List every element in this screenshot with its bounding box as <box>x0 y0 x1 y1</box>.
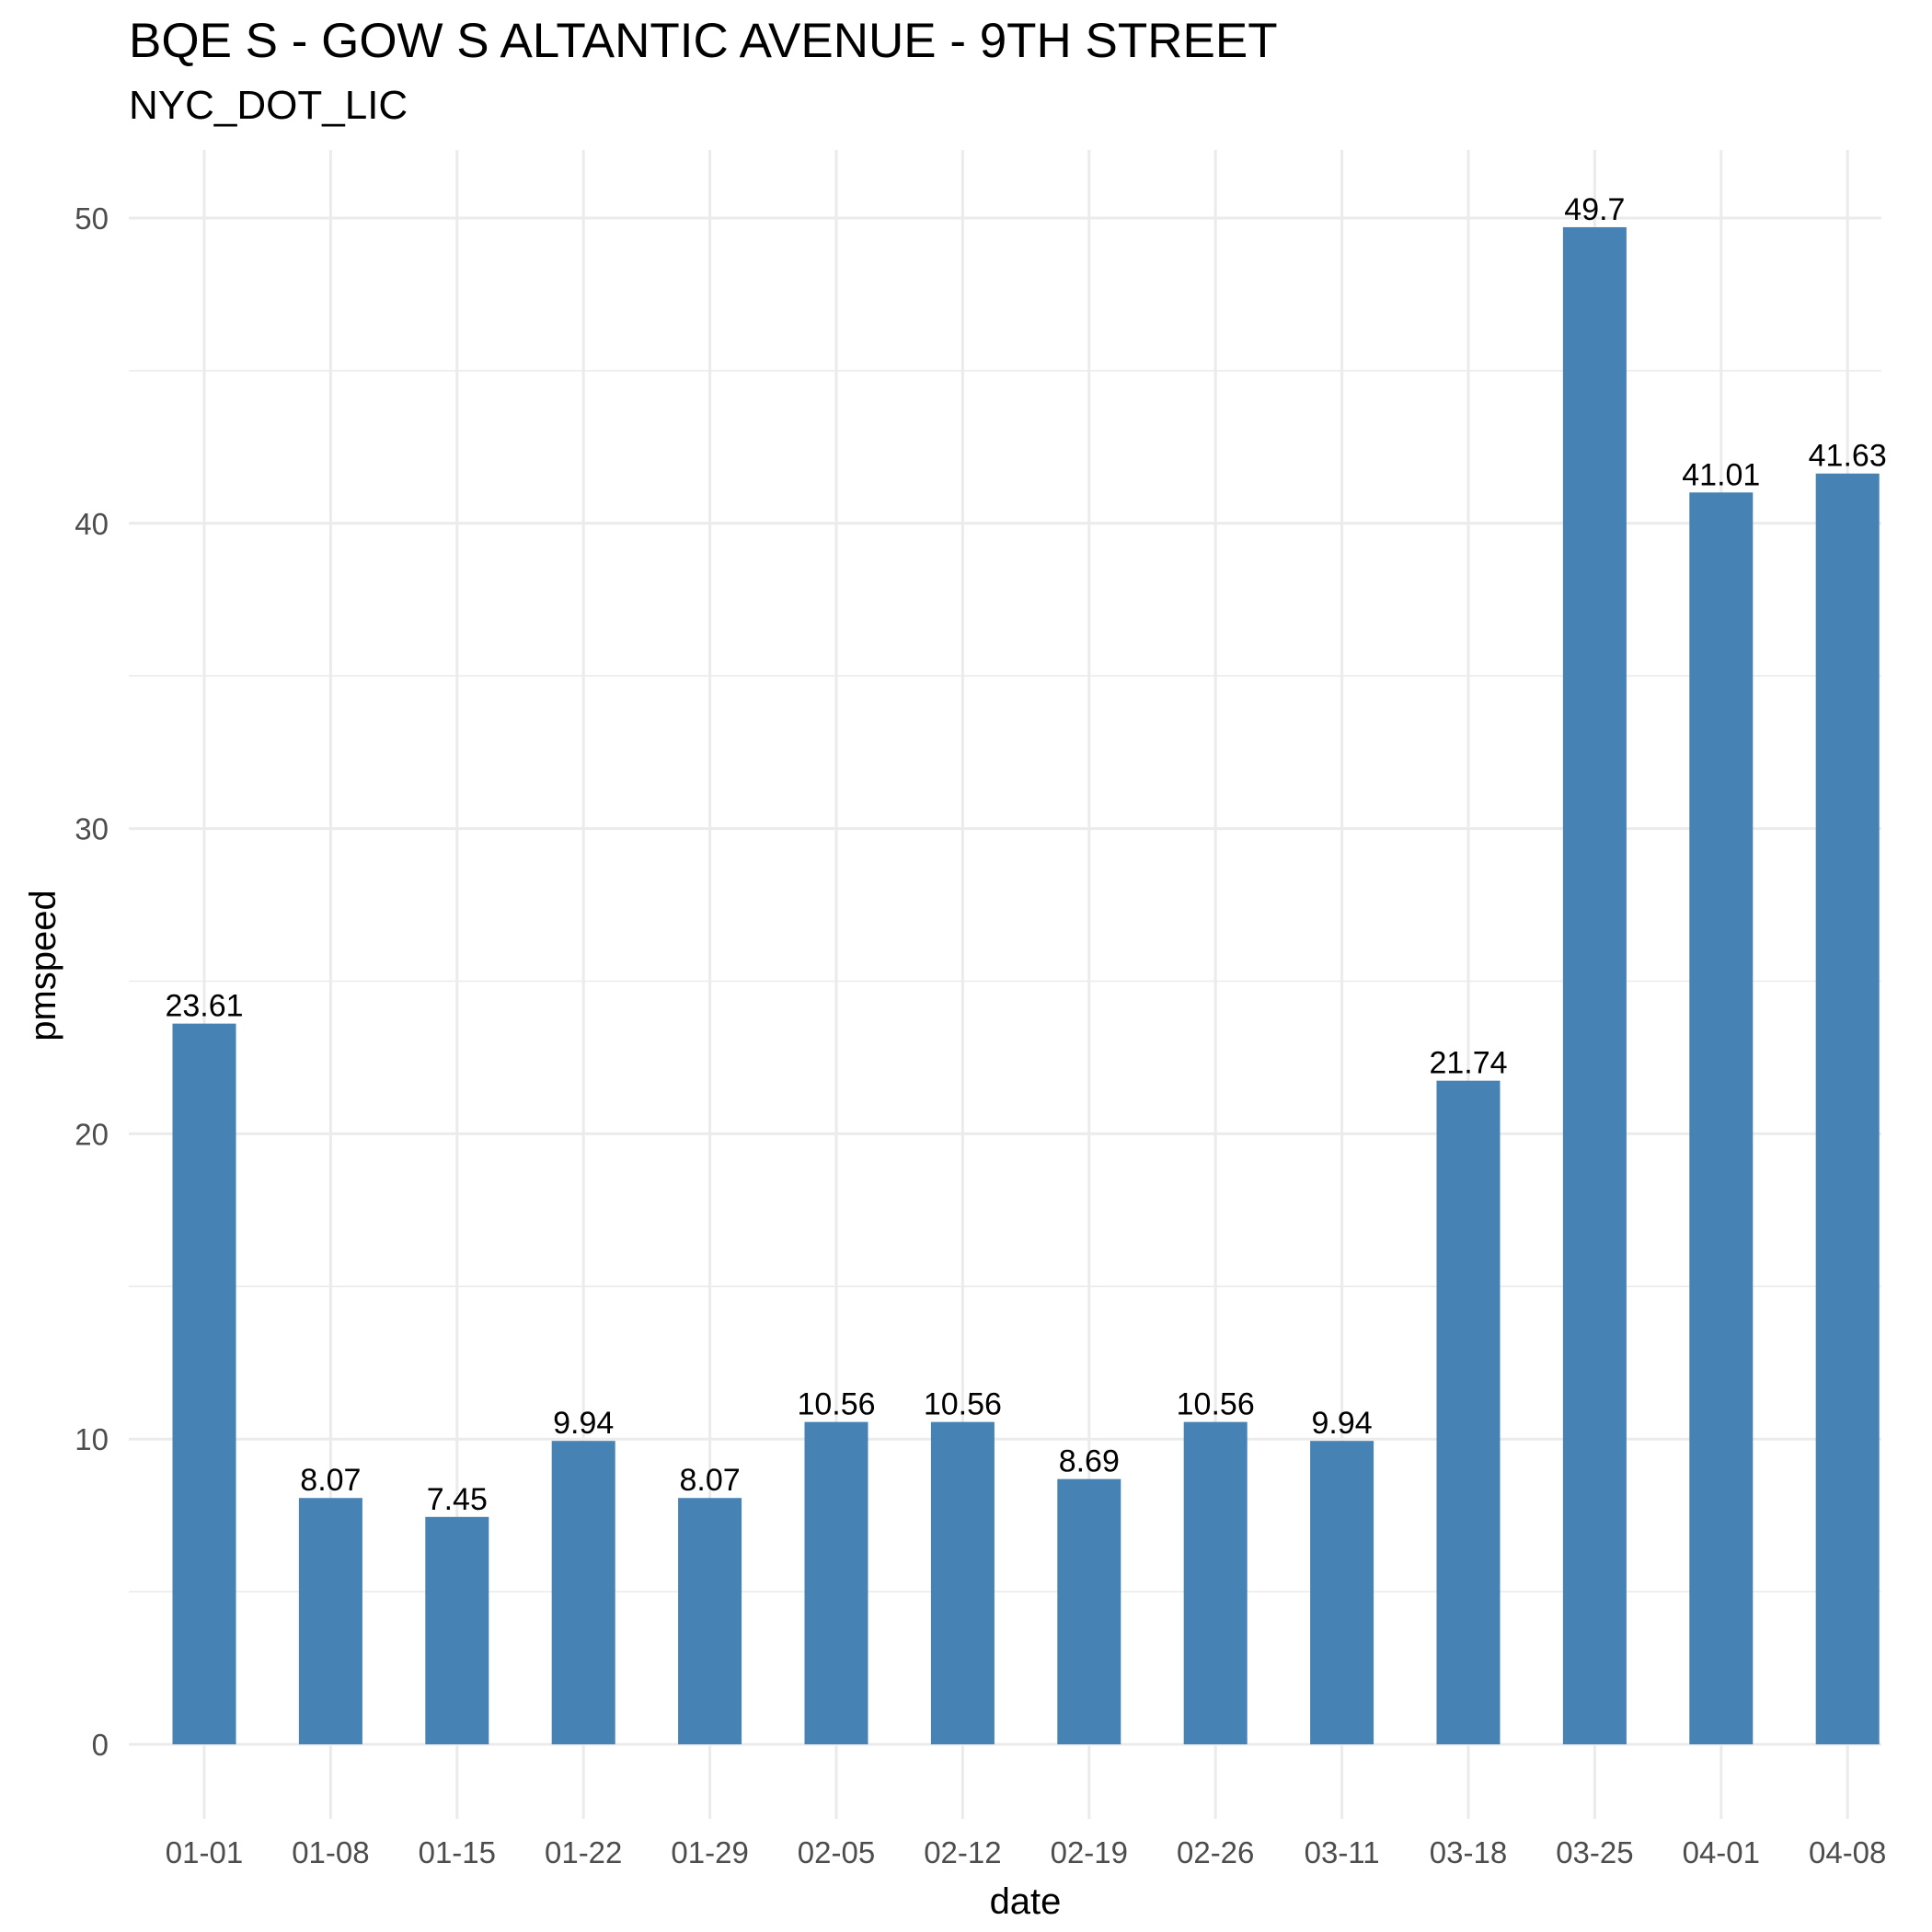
data-label: 41.63 <box>1809 439 1887 474</box>
x-tick-label: 02-12 <box>924 1835 1001 1869</box>
bar <box>1562 226 1627 1745</box>
bar <box>804 1421 868 1744</box>
bar <box>298 1498 362 1744</box>
data-label: 8.07 <box>680 1463 741 1498</box>
chart-title: BQE S - GOW S ALTANTIC AVENUE - 9TH STRE… <box>129 14 1278 68</box>
data-label: 10.56 <box>797 1387 875 1422</box>
data-labels: 23.61 8.07 7.45 9.94 8.07 10.56 10.56 8.69 10.56… <box>165 192 1886 1517</box>
bar <box>930 1421 995 1744</box>
bar <box>425 1516 489 1744</box>
bars <box>172 226 1880 1745</box>
data-label: 8.07 <box>300 1463 361 1498</box>
bar <box>1689 492 1754 1744</box>
y-axis-title: pmspeed <box>23 890 63 1041</box>
x-tick-label: 01-22 <box>545 1835 622 1869</box>
x-tick-label: 03-18 <box>1430 1835 1507 1869</box>
x-tick-label: 02-26 <box>1177 1835 1254 1869</box>
x-tick-label: 03-11 <box>1305 1835 1380 1869</box>
y-axis-ticks: 0 10 20 30 40 50 <box>75 201 109 1762</box>
x-tick-label: 01-08 <box>292 1835 369 1869</box>
bar <box>1436 1080 1501 1744</box>
data-label: 23.61 <box>165 989 243 1024</box>
y-tick-label: 20 <box>75 1117 109 1151</box>
data-label: 41.01 <box>1682 457 1760 492</box>
data-label: 21.74 <box>1429 1046 1507 1081</box>
y-tick-label: 0 <box>92 1728 109 1762</box>
bar <box>1310 1441 1374 1744</box>
data-label: 8.69 <box>1059 1444 1120 1479</box>
chart-subtitle: NYC_DOT_LIC <box>129 83 408 128</box>
x-tick-label: 03-25 <box>1556 1835 1633 1869</box>
data-label: 9.94 <box>1312 1406 1373 1441</box>
x-tick-label: 01-29 <box>671 1835 748 1869</box>
data-label: 7.45 <box>427 1482 488 1517</box>
bar <box>1183 1421 1248 1744</box>
y-tick-label: 50 <box>75 201 109 236</box>
bar <box>551 1441 615 1744</box>
x-tick-label: 01-15 <box>419 1835 496 1869</box>
bar <box>172 1023 236 1744</box>
x-tick-label: 04-01 <box>1683 1835 1760 1869</box>
data-label: 10.56 <box>1177 1387 1255 1422</box>
x-tick-label: 04-08 <box>1809 1835 1886 1869</box>
bar <box>1057 1478 1121 1744</box>
y-tick-label: 40 <box>75 507 109 541</box>
data-label: 9.94 <box>553 1406 614 1441</box>
y-tick-label: 30 <box>75 812 109 846</box>
x-tick-label: 01-01 <box>166 1835 243 1869</box>
x-axis-title: date <box>990 1881 1062 1922</box>
x-axis-ticks: 01-01 01-08 01-15 01-22 01-29 02-05 02-12 02-19… <box>166 1835 1887 1869</box>
data-label: 49.7 <box>1564 192 1625 227</box>
bar <box>678 1498 742 1744</box>
x-tick-label: 02-19 <box>1051 1835 1128 1869</box>
y-tick-label: 10 <box>75 1422 109 1456</box>
x-tick-label: 02-05 <box>798 1835 875 1869</box>
bar <box>1815 473 1880 1745</box>
data-label: 10.56 <box>924 1387 1002 1422</box>
